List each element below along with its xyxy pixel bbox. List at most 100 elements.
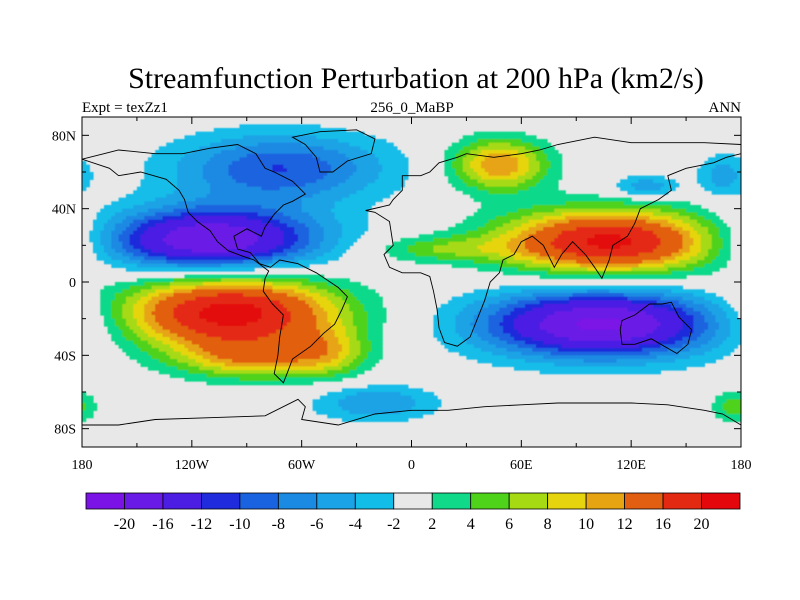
contour-cell — [546, 172, 563, 177]
colorbar-swatch — [393, 492, 433, 510]
contour-cell — [678, 300, 694, 305]
contour-cell — [645, 311, 676, 316]
contour-cell — [202, 168, 230, 173]
run-label: 256_0_MaBP — [370, 100, 454, 116]
contour-cell — [510, 142, 533, 147]
contour-cell — [287, 307, 314, 312]
contour-cell — [711, 337, 727, 342]
contour-cell — [162, 333, 178, 338]
contour-cell — [125, 267, 255, 272]
contour-cell — [543, 150, 559, 155]
contour-cell — [444, 161, 453, 166]
contour-cell — [492, 351, 522, 356]
colorbar-swatch — [585, 492, 625, 510]
contour-cell — [188, 362, 204, 367]
contour-cell — [444, 153, 457, 158]
contour-cell — [415, 252, 457, 257]
contour-cell — [711, 172, 738, 177]
contour-cell — [136, 333, 149, 338]
contour-cell — [305, 293, 321, 298]
contour-cell — [415, 403, 442, 408]
contour-cell — [239, 377, 281, 382]
contour-cell — [356, 392, 402, 397]
contour-cell — [561, 249, 654, 254]
contour-cell — [254, 230, 284, 235]
contour-cell — [711, 241, 724, 246]
contour-cell — [477, 172, 489, 177]
contour-cell — [349, 289, 376, 294]
contour-cell — [715, 223, 727, 228]
colorbar-label: 2 — [428, 516, 436, 533]
contour-cell — [697, 219, 713, 224]
contour-cell — [627, 175, 665, 180]
contour-cell — [330, 164, 358, 169]
contour-cell — [711, 175, 738, 180]
colorbar-swatch — [547, 492, 587, 510]
contour-cell — [136, 322, 149, 327]
contour-cell — [360, 362, 376, 367]
contour-cell — [660, 296, 684, 301]
contour-cell — [532, 212, 563, 217]
contour-cell — [125, 337, 142, 342]
contour-cell — [298, 260, 328, 265]
contour-cell — [261, 307, 288, 312]
contour-cell — [89, 238, 101, 243]
contour-cell — [195, 197, 303, 202]
contour-cell — [158, 293, 175, 298]
contour-cell — [327, 414, 424, 419]
contour-cell — [678, 329, 694, 334]
contour-cell — [539, 322, 577, 327]
colorbar-label: -4 — [349, 516, 362, 533]
contour-cell — [653, 329, 680, 334]
contour-cell — [114, 340, 134, 345]
contour-cell — [656, 245, 684, 250]
contour-cell — [470, 142, 489, 147]
contour-cell — [499, 285, 684, 290]
contour-cell — [660, 223, 676, 228]
continent-outline-greenland — [291, 129, 376, 173]
contour-cell — [356, 190, 394, 195]
contour-cell — [166, 260, 244, 265]
contour-cell — [272, 164, 284, 169]
contour-cell — [715, 315, 727, 320]
contour-cell — [338, 362, 350, 367]
contour-cell — [349, 348, 361, 353]
contour-cell — [462, 157, 475, 162]
contour-cell — [177, 304, 211, 309]
contour-cell — [733, 179, 741, 184]
colorbar-swatch — [701, 492, 741, 510]
contour-cell — [195, 223, 230, 228]
contour-cell — [272, 282, 303, 287]
contour-cell — [481, 348, 508, 353]
contour-cell — [627, 190, 669, 195]
contour-cell — [261, 311, 292, 316]
contour-cell — [715, 414, 741, 419]
contour-cell — [708, 326, 720, 331]
contour-cell — [206, 194, 314, 199]
contour-cell — [338, 311, 354, 316]
contour-cell — [671, 304, 687, 309]
contour-cell — [100, 300, 112, 305]
contour-cell — [488, 329, 504, 334]
contour-cell — [451, 234, 482, 239]
contour-cell — [338, 219, 369, 224]
contour-cell — [367, 355, 383, 360]
contour-cell — [114, 318, 127, 323]
colorbar-swatch — [662, 492, 702, 510]
contour-cell — [360, 340, 372, 345]
contour-cell — [682, 234, 691, 239]
contour-cell — [473, 315, 489, 320]
continent-outline-layer — [82, 129, 741, 447]
contour-cell — [283, 241, 295, 246]
contour-cell — [82, 399, 94, 404]
contour-cell — [689, 230, 698, 235]
contour-cell — [730, 326, 741, 331]
contour-cell — [488, 315, 504, 320]
contour-cell — [535, 223, 555, 228]
contour-cell — [338, 399, 416, 404]
contour-cell — [144, 161, 178, 166]
contour-cell — [682, 318, 694, 323]
contour-cell — [133, 304, 145, 309]
contour-cell — [382, 168, 409, 173]
contour-cell — [506, 304, 526, 309]
